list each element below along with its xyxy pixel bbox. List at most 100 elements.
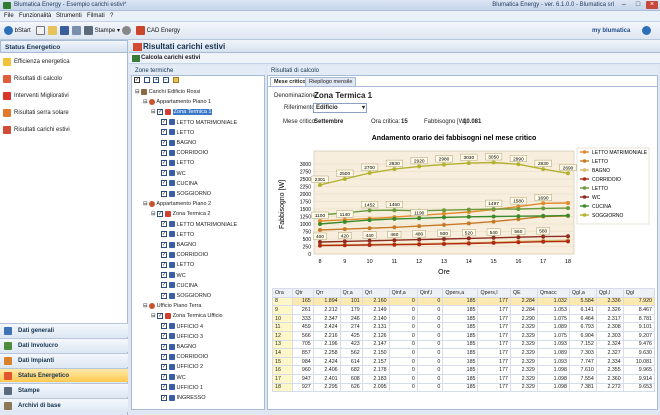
tree-room[interactable]: ✓ CUCINA: [161, 180, 198, 188]
checkbox-icon[interactable]: ✓: [157, 312, 164, 319]
calc-button[interactable]: Calcola carichi estivi: [129, 53, 660, 64]
nav-dati-involucro[interactable]: Dati Involucro: [0, 338, 128, 352]
tree-room[interactable]: ✓ CORRIDOIO: [161, 149, 208, 157]
sidebar-item-carichi-estivi[interactable]: Risultati carichi estivi: [0, 124, 128, 136]
check-all-icon[interactable]: ✓: [134, 77, 140, 83]
checkbox-icon[interactable]: ✓: [161, 333, 167, 340]
tree-zone[interactable]: ⊟ ✓ Zona Termica 1: [151, 108, 213, 116]
column-header[interactable]: Qmacc: [536, 288, 570, 298]
sidebar-item-interventi[interactable]: Interventi Migliorativi: [0, 90, 128, 102]
tree-room[interactable]: ✓ CUCINA: [161, 282, 198, 290]
checkbox-icon[interactable]: ✓: [161, 353, 167, 360]
checkbox-icon[interactable]: ✓: [161, 190, 167, 197]
column-header[interactable]: Qpers,l: [477, 288, 511, 298]
checkbox-icon[interactable]: ✓: [161, 384, 167, 391]
tree-room[interactable]: ✓ UFFICIO 2: [161, 363, 203, 371]
tool-button[interactable]: [72, 26, 81, 36]
checkbox-icon[interactable]: ✓: [161, 159, 167, 166]
tree-room[interactable]: ✓ INGRESSO: [161, 394, 206, 402]
collapse-icon[interactable]: ⊟: [143, 201, 148, 208]
tree-room[interactable]: ✓ WC: [161, 374, 186, 382]
checkbox-icon[interactable]: ✓: [157, 210, 164, 217]
save-button[interactable]: [60, 26, 69, 36]
nav-dati-generali[interactable]: Dati generali: [0, 323, 128, 337]
checkbox-icon[interactable]: ✓: [161, 221, 167, 228]
checkbox-icon[interactable]: ✓: [161, 139, 167, 146]
tree-room[interactable]: ✓ CORRIDOIO: [161, 353, 208, 361]
checkbox-icon[interactable]: ✓: [161, 292, 167, 299]
collapse-icon[interactable]: ⊟: [151, 211, 156, 218]
checkbox-icon[interactable]: ✓: [161, 119, 167, 126]
riferimento-select[interactable]: Edificio ▾: [313, 103, 367, 113]
checkbox-icon[interactable]: ✓: [161, 374, 167, 381]
table-row[interactable]: 9 261 2.212 179 2.149 0 0 185 177 2.284 1.053 6.141…: [272, 305, 655, 315]
nav-dati-impianti[interactable]: Dati Impianti: [0, 353, 128, 367]
table-row[interactable]: 10 333 2.347 246 2.140 0 0 185 177 2.290 1.075 6.46…: [272, 313, 655, 324]
menu-funzionalita[interactable]: Funzionalità: [19, 13, 52, 19]
checkbox-icon[interactable]: ✓: [161, 343, 167, 350]
checkbox-icon[interactable]: ✓: [161, 241, 167, 248]
open-button[interactable]: [48, 26, 57, 36]
column-header[interactable]: Qtr: [292, 288, 314, 298]
refresh-icon[interactable]: [172, 77, 179, 83]
tree-room[interactable]: ✓ LETTO MATRIMONIALE: [161, 119, 237, 127]
tree-group[interactable]: ⊟ Appartamento Piano 1: [143, 98, 211, 106]
checkbox-icon[interactable]: ✓: [161, 363, 167, 370]
nav-status-energetico[interactable]: Status Energetico: [0, 368, 128, 382]
nav-stampe[interactable]: Stampe: [0, 383, 128, 397]
expand-icon[interactable]: +: [153, 77, 160, 83]
tree-room[interactable]: ✓ BAGNO: [161, 139, 196, 147]
tree-room[interactable]: ✓ SOGGIORNO: [161, 190, 211, 198]
menu-filmati[interactable]: Filmati: [87, 13, 105, 19]
column-header[interactable]: QgI,l: [595, 288, 624, 298]
tree-root[interactable]: ⊟ Carichi Edificio Rossi: [135, 88, 200, 96]
minimize-icon[interactable]: –: [622, 1, 626, 8]
table-row[interactable]: 16 960 2.406 682 2.178 0 0 185 177 2.329 1.098 7.61…: [272, 365, 655, 375]
column-header[interactable]: Qpers,a: [442, 288, 479, 298]
checkbox-icon[interactable]: ✓: [161, 323, 167, 330]
close-icon[interactable]: ×: [646, 1, 658, 9]
column-header[interactable]: Qrl: [361, 288, 390, 298]
sidebar-item-serra-solare[interactable]: Risultati serra solare: [0, 107, 128, 119]
checkbox-icon[interactable]: ✓: [161, 394, 167, 401]
checkbox-icon[interactable]: ✓: [161, 261, 167, 268]
collapse-icon[interactable]: ⊟: [151, 109, 156, 116]
table-row[interactable]: 12 566 2.216 425 2.126 0 0 185 177 2.329 1.075 6.90…: [272, 330, 655, 341]
start-button[interactable]: bStart: [4, 26, 31, 36]
checkbox-icon[interactable]: ✓: [161, 129, 167, 136]
tree-zone[interactable]: ⊟ ✓ Zona Termica Ufficio: [151, 312, 223, 320]
table-row[interactable]: 11 459 2.424 274 2.131 0 0 185 177 2.329 1.089 6.79…: [272, 322, 655, 332]
collapse-icon[interactable]: ⊟: [151, 313, 156, 320]
tab-mese-critico[interactable]: Mese critico: [270, 77, 310, 86]
maximize-icon[interactable]: □: [635, 1, 641, 8]
tree-room[interactable]: ✓ UFFICIO 1: [161, 384, 203, 392]
column-header[interactable]: Qinf,l: [416, 288, 444, 298]
collapse-icon[interactable]: −: [163, 77, 170, 83]
tree-room[interactable]: ✓ WC: [161, 272, 186, 280]
tree-room[interactable]: ✓ LETTO: [161, 159, 194, 167]
collapse-icon[interactable]: ⊟: [143, 99, 148, 106]
sidebar-item-risultati-calcolo[interactable]: Risultati di calcolo: [0, 73, 128, 85]
tree-room[interactable]: ✓ WC: [161, 170, 186, 178]
column-header[interactable]: QgI,a: [568, 288, 597, 298]
table-row[interactable]: 15 984 2.424 614 2.157 0 0 185 177 2.329 1.093 7.74…: [272, 356, 655, 367]
table-row[interactable]: 13 705 2.196 423 2.147 0 0 185 177 2.329 1.093 7.15…: [272, 339, 655, 350]
tree-room[interactable]: ✓ SOGGIORNO: [161, 292, 211, 300]
tree-zone[interactable]: ⊟ ✓ Zona Termica 2: [151, 210, 210, 218]
menu-help[interactable]: ?: [110, 13, 114, 19]
cad-button[interactable]: CAD Energy: [136, 26, 180, 36]
checkbox-icon[interactable]: ✓: [161, 231, 167, 238]
column-header[interactable]: QE: [509, 288, 538, 298]
table-row[interactable]: 18 927 2.295 626 2.095 0 0 185 177 2.329 1.098 7.38…: [272, 382, 655, 393]
tree-room[interactable]: ✓ BAGNO: [161, 241, 196, 249]
tree-group[interactable]: ⊟ Appartamento Piano 2: [143, 200, 211, 208]
column-header[interactable]: Qr,a: [339, 288, 363, 298]
column-header[interactable]: Qinf,a: [388, 288, 418, 298]
table-row[interactable]: 17 947 2.401 608 2.183 0 0 185 177 2.329 1.098 7.55…: [272, 373, 655, 384]
column-header[interactable]: Qgl: [622, 288, 655, 298]
tree-room[interactable]: ✓ LETTO: [161, 231, 194, 239]
menu-file[interactable]: File: [4, 13, 14, 19]
tree-room[interactable]: ✓ CORRIDOIO: [161, 251, 208, 259]
tree-room[interactable]: ✓ LETTO: [161, 261, 194, 269]
new-button[interactable]: [36, 26, 45, 36]
